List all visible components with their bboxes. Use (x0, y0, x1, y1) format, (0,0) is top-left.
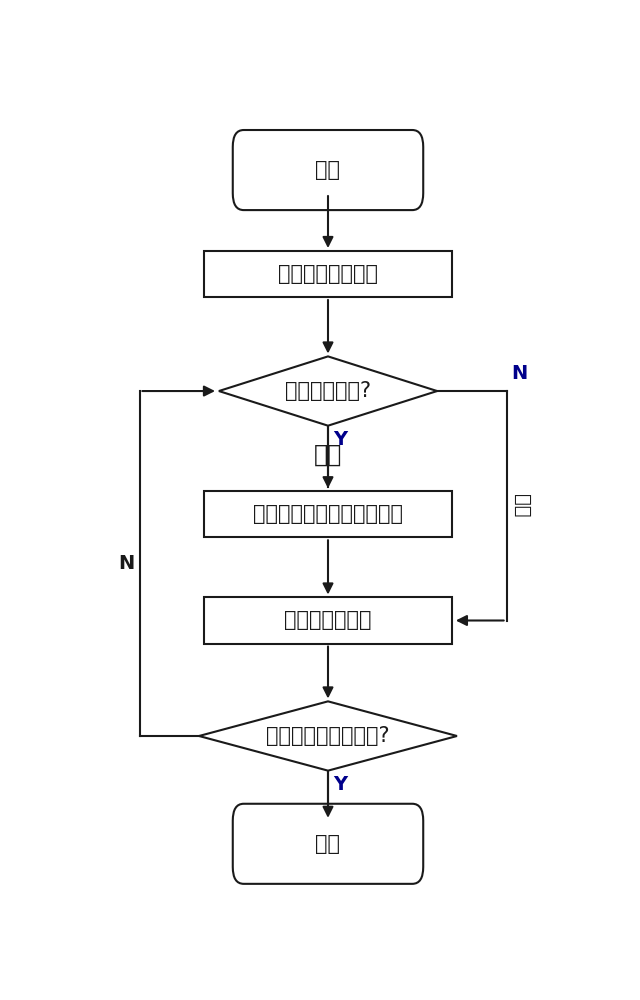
FancyBboxPatch shape (233, 804, 423, 884)
Text: 低于目标高度?: 低于目标高度? (285, 381, 371, 401)
Polygon shape (219, 356, 437, 426)
Bar (204, 491, 452, 537)
Text: 启动: 启动 (316, 160, 340, 180)
Bar (204, 251, 452, 297)
Text: 结束: 结束 (316, 834, 340, 854)
Text: 下降到目标高度: 下降到目标高度 (284, 610, 372, 631)
Text: Y: Y (333, 774, 347, 794)
FancyBboxPatch shape (233, 130, 423, 210)
Text: N: N (118, 554, 134, 573)
Text: 目标高度偏差范围内?: 目标高度偏差范围内? (266, 726, 390, 746)
Polygon shape (199, 701, 457, 771)
Text: 下降: 下降 (513, 494, 531, 518)
Text: 抬升: 抬升 (314, 443, 342, 467)
Text: 获取货叉目标高度: 获取货叉目标高度 (278, 264, 378, 284)
Bar (204, 597, 452, 644)
Text: 抬升到高于目标高度的位置: 抬升到高于目标高度的位置 (253, 504, 403, 524)
Text: Y: Y (333, 430, 347, 449)
Text: N: N (511, 364, 528, 383)
